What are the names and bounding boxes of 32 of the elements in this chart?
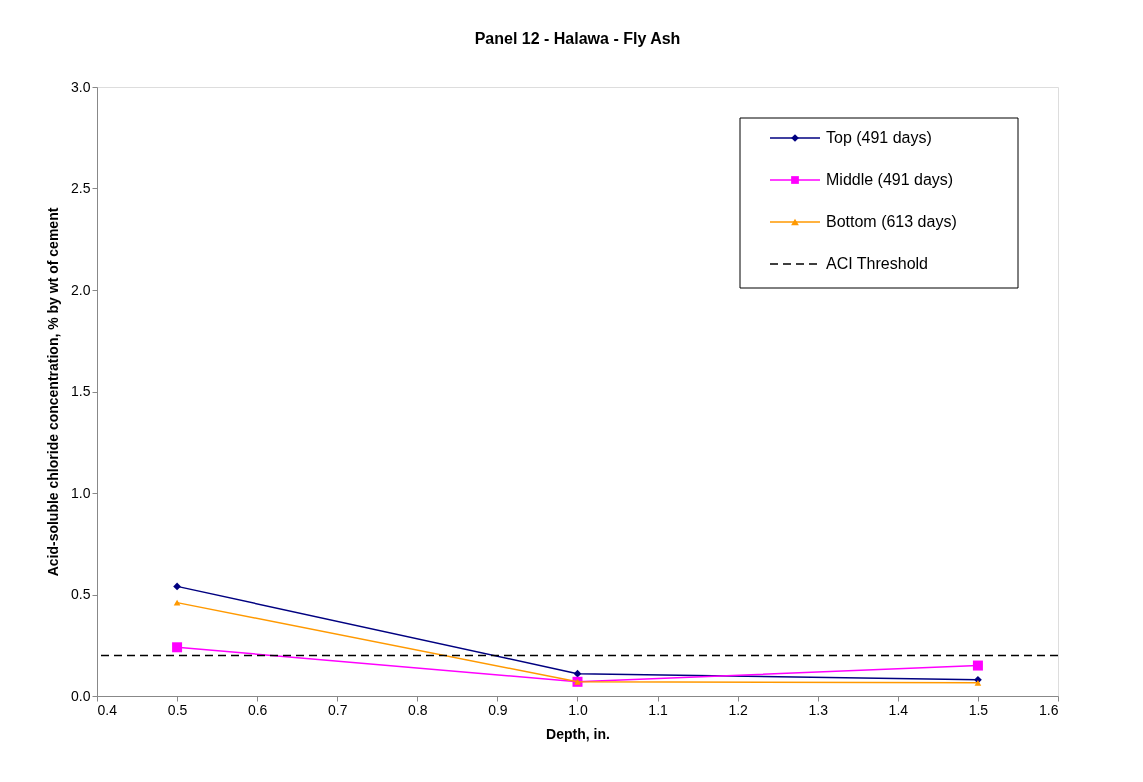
point: [972, 660, 983, 671]
x-tick-label: 1.0: [568, 701, 588, 718]
y-tick-label: 1.5: [71, 383, 91, 399]
x-tick-label: 1.4: [888, 701, 909, 718]
x-tick-label: 1.6: [1039, 701, 1059, 718]
x-tick-label: 1.5: [968, 701, 989, 718]
legend-label: Top (491 days): [826, 129, 932, 146]
x-tick-label: 0.8: [408, 701, 428, 718]
y-tick-label: 2.5: [71, 180, 91, 196]
y-axis-title: Acid-soluble chloride concentration, % by wt of cement: [45, 207, 62, 577]
y-tick-label: 0.0: [71, 687, 91, 704]
x-tick-label: 0.4: [97, 701, 118, 718]
point: [173, 582, 181, 591]
x-tick-label: 0.7: [328, 701, 348, 718]
x-tick-label: 0.5: [167, 701, 188, 718]
y-tick-label: 3.0: [71, 78, 91, 95]
point: [173, 599, 181, 606]
x-tick-label: 1.1: [648, 701, 669, 718]
x-axis-title: Depth, in.: [546, 725, 610, 742]
legend-label: Middle (491 days): [826, 171, 954, 188]
x-tick-label: 1.2: [728, 701, 749, 718]
point: [172, 642, 183, 653]
x-tick-label: 0.9: [488, 701, 508, 718]
legend-label: Bottom (613 days): [826, 213, 957, 230]
legend-label: ACI Threshold: [826, 255, 928, 272]
y-tick-label: 0.5: [71, 586, 91, 602]
y-tick-label: 2.0: [71, 281, 91, 298]
y-tick-label: 1.0: [71, 484, 91, 501]
chart-title: Panel 12 - Halawa - Fly Ash: [474, 30, 681, 47]
x-tick-label: 0.6: [247, 701, 268, 718]
point: [573, 669, 582, 678]
x-tick-label: 1.3: [808, 701, 829, 718]
